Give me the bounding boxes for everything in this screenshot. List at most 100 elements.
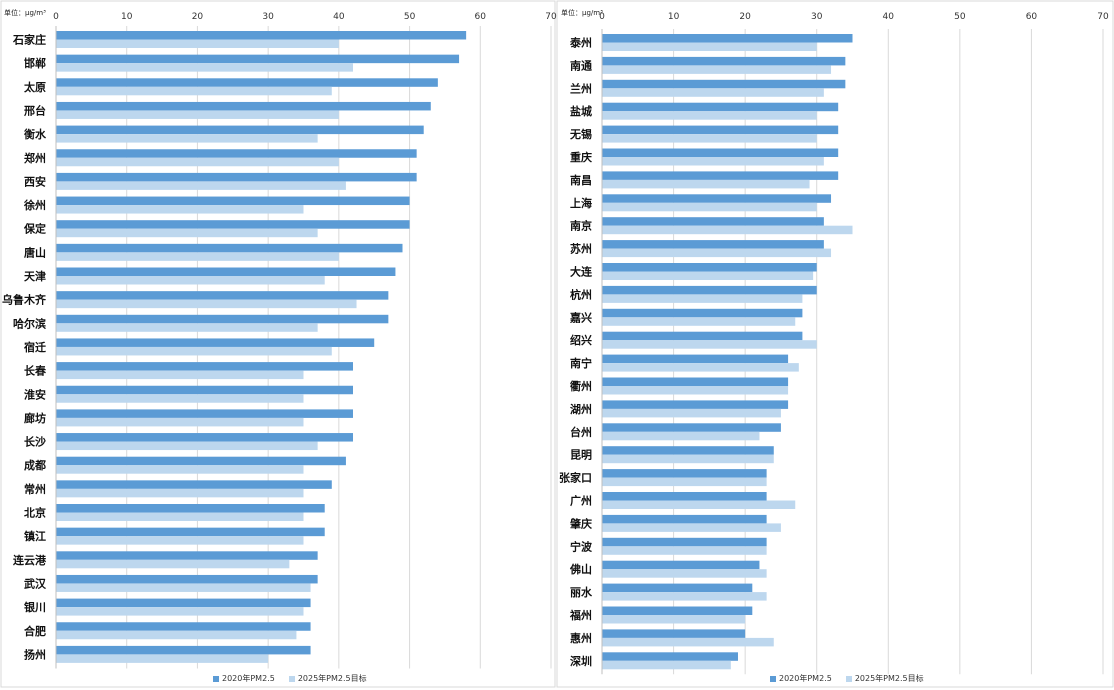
category-label: 昆明 bbox=[570, 449, 592, 462]
bar-2020 bbox=[56, 101, 431, 111]
bar-2020 bbox=[56, 385, 353, 395]
legend-swatch-2025 bbox=[288, 675, 295, 682]
bar-2025 bbox=[602, 569, 767, 578]
bar-2020 bbox=[602, 629, 746, 638]
bar-2020 bbox=[602, 331, 803, 341]
bar-2025 bbox=[602, 500, 796, 509]
category-label: 北京 bbox=[24, 506, 46, 520]
category-label: 台州 bbox=[570, 425, 592, 439]
bar-2020 bbox=[602, 285, 817, 295]
bar-2020 bbox=[56, 314, 389, 324]
x-tick-label: 70 bbox=[545, 12, 557, 22]
bar-2025 bbox=[602, 431, 760, 441]
category-label: 常州 bbox=[24, 482, 46, 496]
bar-2020 bbox=[56, 54, 460, 64]
category-label: 宁波 bbox=[570, 539, 593, 553]
bar-2025 bbox=[602, 111, 817, 120]
bar-2025 bbox=[602, 660, 731, 670]
category-label: 福州 bbox=[569, 608, 592, 622]
category-label: 扬州 bbox=[24, 647, 46, 661]
chart-panel-border bbox=[0, 0, 556, 688]
legend-item-2025: 2025年PM2.5目标 bbox=[288, 673, 367, 684]
category-label: 嘉兴 bbox=[569, 310, 592, 324]
bar-2020 bbox=[602, 537, 767, 547]
category-label: 广州 bbox=[570, 494, 592, 508]
category-label: 唐山 bbox=[24, 245, 46, 259]
category-label: 惠州 bbox=[570, 631, 592, 645]
bar-2025 bbox=[56, 134, 318, 143]
bar-2025 bbox=[56, 346, 332, 356]
x-tick-label: 20 bbox=[192, 12, 204, 22]
bar-2020 bbox=[56, 196, 410, 206]
bar-2025 bbox=[56, 181, 346, 190]
bar-2025 bbox=[56, 607, 304, 616]
bar-2020 bbox=[602, 514, 767, 524]
bar-2025 bbox=[602, 523, 781, 532]
x-tick-label: 70 bbox=[1097, 12, 1109, 22]
legend-right: 2020年PM2.5 2025年PM2.5目标 bbox=[770, 673, 924, 684]
bar-2025 bbox=[602, 157, 824, 166]
category-label: 重庆 bbox=[570, 150, 592, 164]
category-label: 张家口 bbox=[559, 471, 592, 485]
category-label: 深圳 bbox=[570, 654, 592, 668]
bar-2025 bbox=[602, 637, 774, 647]
x-tick-label: 20 bbox=[739, 12, 751, 22]
bar-2025 bbox=[56, 63, 353, 72]
bar-2025 bbox=[602, 225, 853, 235]
bar-2020 bbox=[56, 456, 346, 466]
bar-2025 bbox=[56, 276, 325, 285]
bar-2025 bbox=[602, 454, 774, 464]
category-label: 邯郸 bbox=[24, 56, 46, 70]
chart-panel-border bbox=[556, 0, 1114, 688]
category-label: 无锡 bbox=[569, 127, 592, 141]
x-tick-label: 40 bbox=[883, 12, 895, 22]
category-label: 徐州 bbox=[23, 198, 46, 212]
bar-2020 bbox=[602, 194, 832, 203]
category-label: 杭州 bbox=[570, 287, 592, 301]
bar-2025 bbox=[602, 248, 832, 258]
x-tick-label: 0 bbox=[53, 12, 59, 22]
bar-2020 bbox=[56, 598, 311, 608]
category-label: 南宁 bbox=[570, 356, 592, 370]
bar-2020 bbox=[602, 446, 774, 455]
bar-2025 bbox=[602, 202, 817, 212]
x-tick-label: 40 bbox=[333, 12, 345, 22]
category-label: 太原 bbox=[23, 80, 46, 94]
bar-2020 bbox=[602, 583, 753, 593]
category-label: 湖州 bbox=[570, 402, 592, 416]
bar-2025 bbox=[56, 583, 311, 592]
bar-2020 bbox=[56, 480, 332, 489]
bar-2025 bbox=[602, 546, 767, 555]
bar-2025 bbox=[56, 488, 304, 498]
category-label: 苏州 bbox=[570, 242, 592, 256]
category-label: 廊坊 bbox=[24, 411, 46, 425]
category-label: 佛山 bbox=[569, 562, 592, 576]
category-label: 兰州 bbox=[570, 81, 592, 95]
bar-2025 bbox=[56, 441, 318, 451]
bar-2020 bbox=[602, 469, 767, 478]
bar-2025 bbox=[602, 88, 824, 97]
category-label: 长沙 bbox=[24, 435, 46, 449]
bar-2025 bbox=[56, 630, 297, 640]
bar-2025 bbox=[56, 110, 339, 119]
bar-2020 bbox=[56, 551, 318, 560]
legend-swatch-2020 bbox=[770, 675, 776, 682]
bar-2025 bbox=[56, 86, 332, 96]
bar-2020 bbox=[602, 423, 781, 432]
category-label: 南京 bbox=[570, 219, 592, 233]
category-label: 合肥 bbox=[24, 624, 46, 638]
bar-2020 bbox=[602, 652, 738, 661]
right-unit-label: 单位：μg/m³ bbox=[561, 9, 603, 17]
bar-2025 bbox=[56, 157, 339, 167]
bar-2020 bbox=[602, 125, 839, 135]
x-tick-label: 10 bbox=[668, 12, 680, 22]
category-label: 大连 bbox=[570, 265, 593, 279]
x-tick-label: 50 bbox=[954, 12, 966, 22]
bar-2020 bbox=[56, 645, 311, 655]
category-label: 南昌 bbox=[570, 173, 592, 187]
bar-2020 bbox=[56, 243, 403, 253]
bar-2025 bbox=[602, 386, 789, 395]
category-label: 郑州 bbox=[24, 151, 46, 165]
category-label: 肇庆 bbox=[569, 516, 592, 530]
category-label: 上海 bbox=[570, 196, 592, 210]
